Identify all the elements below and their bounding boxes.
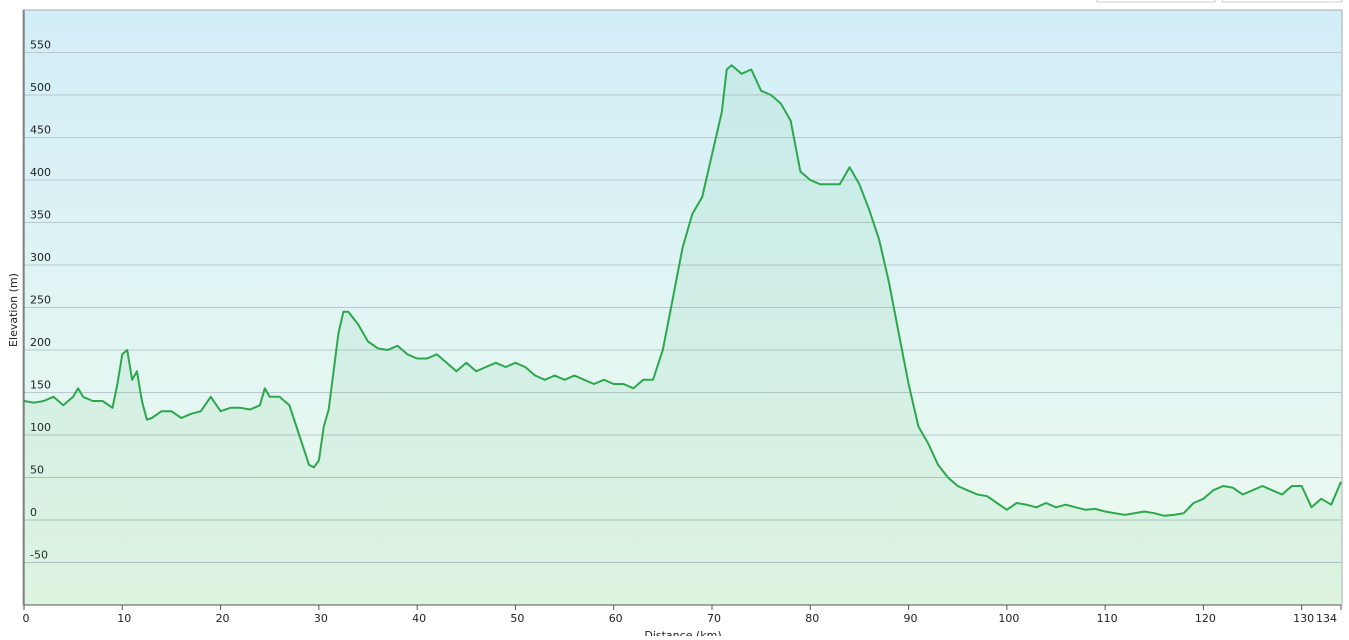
elevation-line bbox=[23, 64, 1342, 517]
y-tick-label: 350 bbox=[30, 209, 51, 222]
area-fill bbox=[24, 65, 1341, 606]
x-tick-label: 80 bbox=[805, 612, 819, 625]
x-axis-label: Distance (km) bbox=[644, 629, 721, 636]
y-tick-label: 500 bbox=[30, 81, 51, 94]
x-tick-label: 0 bbox=[23, 612, 30, 625]
x-tick-label: 50 bbox=[510, 612, 524, 625]
y-tick-label: 550 bbox=[30, 39, 51, 52]
y-tick-label: 250 bbox=[30, 294, 51, 307]
x-tick-label: 60 bbox=[609, 612, 623, 625]
toolbar-button[interactable] bbox=[1221, 0, 1343, 3]
y-tick-label: 150 bbox=[30, 379, 51, 392]
x-tick-label: 30 bbox=[314, 612, 328, 625]
x-tick-label: 134 bbox=[1316, 612, 1337, 625]
x-tick-label: 40 bbox=[412, 612, 426, 625]
y-tick-label: 0 bbox=[30, 506, 37, 519]
x-tick-label: 10 bbox=[117, 612, 131, 625]
y-tick-label: 200 bbox=[30, 336, 51, 349]
y-tick-label: 400 bbox=[30, 166, 51, 179]
y-tick-label: 50 bbox=[30, 464, 44, 477]
x-tick-label: 100 bbox=[998, 612, 1019, 625]
x-tick-label: 130 bbox=[1293, 612, 1314, 625]
toolbar-button[interactable] bbox=[1096, 0, 1216, 3]
x-tick-label: 70 bbox=[707, 612, 721, 625]
y-tick-label: 300 bbox=[30, 251, 51, 264]
y-tick-label: 450 bbox=[30, 124, 51, 137]
x-tick-label: 20 bbox=[216, 612, 230, 625]
x-tick-label: 120 bbox=[1195, 612, 1216, 625]
y-tick-label: 100 bbox=[30, 421, 51, 434]
y-tick-label: -50 bbox=[30, 549, 48, 562]
x-tick-label: 90 bbox=[904, 612, 918, 625]
y-axis-label: Elevation (m) bbox=[7, 273, 20, 347]
x-tick-label: 110 bbox=[1097, 612, 1118, 625]
